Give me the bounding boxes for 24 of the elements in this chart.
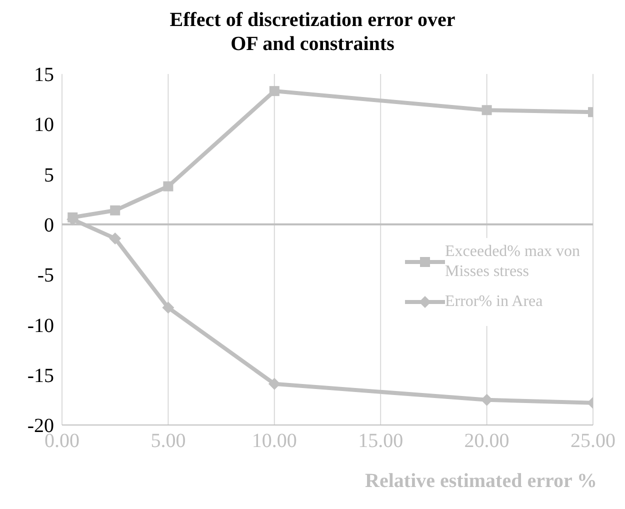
chart-title: Effect of discretization error over OF and constraints: [168, 8, 456, 57]
point: [268, 378, 280, 390]
x-tick-label: 15.00: [358, 430, 404, 452]
y-tick-label: -10: [27, 314, 54, 337]
point: [68, 212, 78, 222]
point: [163, 181, 174, 192]
y-tick-label: -5: [37, 264, 54, 287]
y-tick-label: 15: [34, 64, 54, 86]
x-tick-label: 10.00: [252, 430, 297, 452]
x-tick-label: 20.00: [464, 430, 510, 452]
x-axis-title: Relative estimated error %: [365, 470, 597, 493]
point: [109, 232, 122, 244]
legend-label: Error% in Area: [445, 292, 544, 312]
legend-label: Exceeded% max von Misses stress: [445, 242, 582, 282]
y-tick-label: 5: [44, 164, 54, 186]
y-tick-label: 0: [44, 214, 54, 237]
point: [110, 205, 120, 216]
point: [269, 86, 280, 96]
x-tick-label: 25.00: [570, 430, 616, 452]
y-tick-label: 10: [34, 114, 54, 136]
point: [482, 105, 492, 116]
x-tick-label: 5.00: [150, 430, 186, 452]
point: [162, 302, 174, 314]
y-tick-label: -15: [27, 364, 54, 387]
